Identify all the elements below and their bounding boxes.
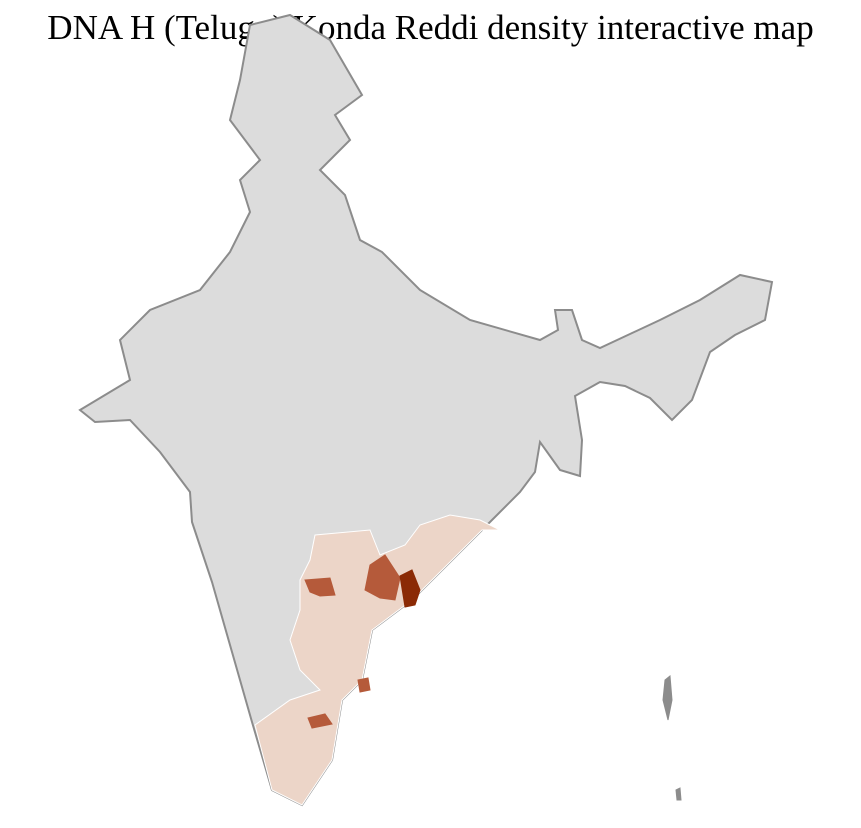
region-medium-density[interactable] xyxy=(307,713,333,729)
region-medium-density[interactable] xyxy=(357,677,371,693)
region-high-density[interactable] xyxy=(399,569,421,608)
andaman-islands xyxy=(662,675,682,801)
region-medium-density[interactable] xyxy=(364,554,401,601)
map-title: DNA H (Telugu) Konda Reddi density inter… xyxy=(47,8,814,47)
region-medium-density[interactable] xyxy=(304,577,336,597)
india-outline xyxy=(78,13,774,807)
